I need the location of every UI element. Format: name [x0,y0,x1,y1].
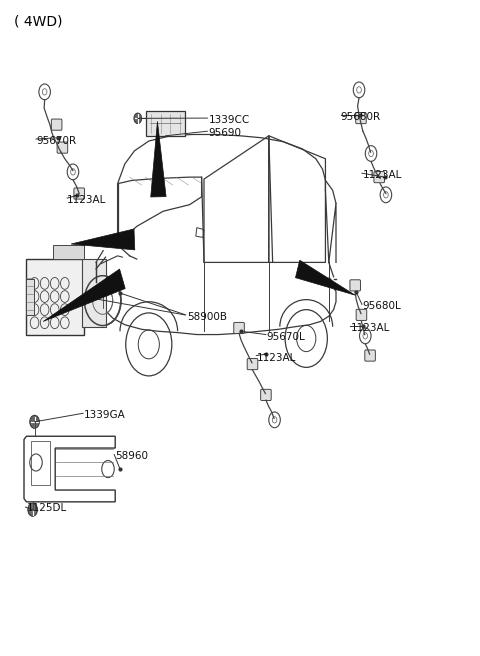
Bar [26,279,34,315]
FancyBboxPatch shape [74,188,84,199]
Text: 1123AL: 1123AL [350,323,390,333]
Text: 95690: 95690 [209,128,242,138]
Text: 1339GA: 1339GA [84,409,126,420]
Text: ( 4WD): ( 4WD) [14,14,63,28]
FancyBboxPatch shape [146,111,185,136]
Circle shape [28,503,37,516]
FancyBboxPatch shape [350,279,360,291]
Text: 95680L: 95680L [362,301,401,312]
Text: 58960: 58960 [115,451,148,461]
FancyBboxPatch shape [365,350,375,361]
FancyBboxPatch shape [247,358,258,370]
FancyBboxPatch shape [356,309,367,320]
Text: 1123AL: 1123AL [67,195,107,205]
FancyBboxPatch shape [57,142,68,153]
Text: 1125DL: 1125DL [26,503,67,514]
Text: 95680R: 95680R [341,112,381,122]
Text: 58900B: 58900B [187,312,227,322]
Circle shape [30,415,39,428]
Text: 1123AL: 1123AL [257,352,296,363]
Text: 95670R: 95670R [36,136,76,146]
Polygon shape [71,229,135,250]
Text: 1123AL: 1123AL [362,170,402,180]
FancyBboxPatch shape [234,323,244,333]
Text: 95670L: 95670L [266,331,305,342]
Bar [82,259,106,327]
Polygon shape [296,260,355,295]
FancyBboxPatch shape [26,259,84,335]
Polygon shape [151,121,166,197]
Text: 1339CC: 1339CC [209,115,250,125]
Polygon shape [43,269,125,321]
Circle shape [134,113,142,123]
FancyBboxPatch shape [51,119,62,130]
FancyBboxPatch shape [261,389,271,400]
FancyBboxPatch shape [356,113,366,123]
FancyBboxPatch shape [374,171,384,182]
Bar [53,245,84,259]
